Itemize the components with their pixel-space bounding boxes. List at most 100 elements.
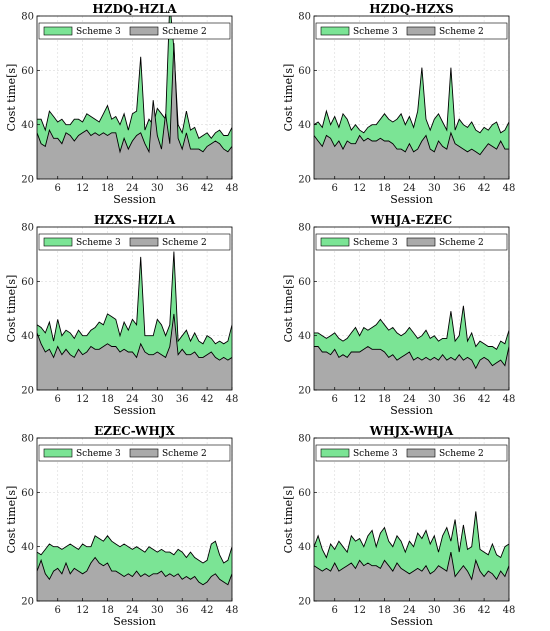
plot-frame bbox=[36, 437, 233, 602]
legend-label-scheme-3: Scheme 3 bbox=[353, 27, 398, 37]
y-tick-label: 20 bbox=[21, 386, 34, 397]
chart-title: HZDQ-HZLA bbox=[92, 2, 177, 16]
legend-label-scheme-3: Scheme 3 bbox=[76, 27, 121, 37]
x-tick-label: 30 bbox=[151, 605, 164, 616]
legend-label-scheme-3: Scheme 3 bbox=[76, 238, 121, 248]
plot-frame bbox=[36, 226, 233, 391]
legend: Scheme 3 Scheme 2 bbox=[38, 444, 231, 462]
x-axis-label: Session bbox=[390, 404, 433, 417]
y-tick-label: 20 bbox=[298, 386, 311, 397]
y-tick-label: 80 bbox=[298, 434, 311, 445]
x-tick-label: 30 bbox=[151, 183, 164, 194]
plot-area bbox=[314, 511, 509, 601]
x-tick-label: 12 bbox=[76, 605, 89, 616]
x-tick-label: 24 bbox=[126, 605, 139, 616]
x-tick-label: 48 bbox=[503, 183, 516, 194]
y-tick-label: 20 bbox=[21, 175, 34, 186]
plot-area bbox=[37, 535, 232, 601]
x-tick-label: 12 bbox=[76, 183, 89, 194]
legend-label-scheme-3: Scheme 3 bbox=[353, 238, 398, 248]
x-tick-label: 12 bbox=[353, 605, 366, 616]
legend-label-scheme-2: Scheme 2 bbox=[439, 449, 484, 459]
x-tick-label: 6 bbox=[55, 605, 61, 616]
series-line-scheme-2 bbox=[37, 556, 232, 586]
x-axis-label: Session bbox=[113, 193, 156, 206]
y-tick-label: 80 bbox=[298, 12, 311, 23]
x-tick-label: 6 bbox=[332, 394, 338, 405]
y-axis-label: Cost time[s] bbox=[282, 64, 295, 132]
y-tick-label: 20 bbox=[21, 597, 34, 608]
y-axis-label: Cost time[s] bbox=[282, 275, 295, 343]
x-tick-label: 42 bbox=[201, 394, 214, 405]
chart-title: HZXS-HZLA bbox=[94, 213, 176, 227]
x-tick-label: 42 bbox=[478, 605, 491, 616]
series-area-scheme-2 bbox=[314, 346, 509, 390]
series-line-scheme-2 bbox=[314, 131, 509, 156]
legend: Scheme 3 Scheme 2 bbox=[38, 233, 231, 251]
legend-swatch-scheme-2 bbox=[129, 448, 159, 458]
x-tick-label: 18 bbox=[378, 605, 391, 616]
y-axis-label: Cost time[s] bbox=[282, 486, 295, 554]
legend-swatch-scheme-3 bbox=[320, 237, 350, 247]
y-tick-label: 80 bbox=[21, 223, 34, 234]
legend-label-scheme-2: Scheme 2 bbox=[162, 449, 207, 459]
y-tick-label: 40 bbox=[298, 542, 311, 553]
chart-5: 6 12 18 24 30 36 42 48 20 40 60 80 EZEC-WHJX Session C… bbox=[5, 424, 238, 628]
legend: Scheme 3 Scheme 2 bbox=[315, 233, 508, 251]
chart-title: HZDQ-HZXS bbox=[369, 2, 453, 16]
x-tick-label: 36 bbox=[453, 183, 466, 194]
x-tick-label: 18 bbox=[101, 605, 114, 616]
y-tick-label: 20 bbox=[298, 175, 311, 186]
y-tick-label: 40 bbox=[21, 542, 34, 553]
y-axis-label: Cost time[s] bbox=[5, 486, 18, 554]
series-area-scheme-2 bbox=[314, 132, 509, 179]
series-line-scheme-3 bbox=[37, 535, 232, 564]
x-tick-label: 42 bbox=[478, 183, 491, 194]
chart-4: 6 12 18 24 30 36 42 48 20 40 60 80 WHJA-EZEC Session C… bbox=[282, 213, 515, 417]
x-tick-label: 12 bbox=[76, 394, 89, 405]
y-tick-label: 80 bbox=[298, 223, 311, 234]
x-tick-label: 36 bbox=[176, 183, 189, 194]
x-tick-label: 24 bbox=[403, 183, 416, 194]
y-tick-label: 80 bbox=[21, 12, 34, 23]
legend-swatch-scheme-2 bbox=[406, 237, 436, 247]
chart-2: 6 12 18 24 30 36 42 48 20 40 60 80 HZDQ-HZXS Session C… bbox=[282, 2, 515, 206]
x-axis-label: Session bbox=[390, 193, 433, 206]
y-tick-label: 40 bbox=[298, 331, 311, 342]
x-tick-label: 48 bbox=[226, 394, 239, 405]
chart-3: 6 12 18 24 30 36 42 48 20 40 60 80 HZXS-HZLA Session C… bbox=[5, 213, 238, 417]
x-tick-label: 12 bbox=[353, 183, 366, 194]
y-tick-label: 80 bbox=[21, 434, 34, 445]
x-tick-label: 42 bbox=[478, 394, 491, 405]
legend-swatch-scheme-3 bbox=[43, 237, 73, 247]
x-tick-label: 6 bbox=[55, 183, 61, 194]
legend-swatch-scheme-3 bbox=[320, 26, 350, 36]
series-area-scheme-2 bbox=[37, 43, 232, 179]
legend-label-scheme-2: Scheme 2 bbox=[439, 27, 484, 37]
chart-title: EZEC-WHJX bbox=[94, 424, 175, 438]
x-tick-label: 12 bbox=[353, 394, 366, 405]
y-tick-label: 60 bbox=[21, 277, 34, 288]
x-tick-label: 30 bbox=[428, 183, 441, 194]
x-tick-label: 36 bbox=[176, 394, 189, 405]
y-tick-label: 40 bbox=[21, 331, 34, 342]
y-tick-label: 60 bbox=[21, 66, 34, 77]
x-tick-label: 48 bbox=[226, 183, 239, 194]
chart-1: 6 12 18 24 30 36 42 48 20 40 60 80 HZDQ-HZLA Session C… bbox=[5, 2, 238, 206]
y-tick-label: 60 bbox=[21, 488, 34, 499]
series-area-scheme-2 bbox=[314, 552, 509, 601]
series-line-scheme-3 bbox=[314, 67, 509, 134]
legend-swatch-scheme-2 bbox=[129, 26, 159, 36]
x-tick-label: 30 bbox=[428, 394, 441, 405]
x-tick-label: 24 bbox=[126, 183, 139, 194]
x-tick-label: 18 bbox=[101, 394, 114, 405]
y-tick-label: 20 bbox=[298, 597, 311, 608]
legend-swatch-scheme-3 bbox=[43, 26, 73, 36]
x-axis-label: Session bbox=[390, 615, 433, 628]
x-tick-label: 6 bbox=[55, 394, 61, 405]
x-tick-label: 42 bbox=[201, 183, 214, 194]
plot-frame bbox=[313, 15, 510, 180]
plot-frame bbox=[36, 15, 233, 180]
y-tick-label: 60 bbox=[298, 66, 311, 77]
